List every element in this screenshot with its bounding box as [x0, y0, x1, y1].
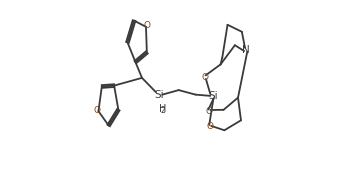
Text: Si: Si	[154, 90, 164, 100]
Text: O: O	[205, 106, 213, 116]
Text: O: O	[201, 73, 208, 82]
Text: O: O	[206, 122, 213, 131]
Text: Si: Si	[208, 91, 218, 101]
Text: N: N	[242, 45, 250, 55]
Text: O: O	[93, 106, 100, 115]
Text: H: H	[159, 104, 166, 114]
Text: 2: 2	[160, 106, 165, 115]
Text: O: O	[143, 21, 150, 30]
